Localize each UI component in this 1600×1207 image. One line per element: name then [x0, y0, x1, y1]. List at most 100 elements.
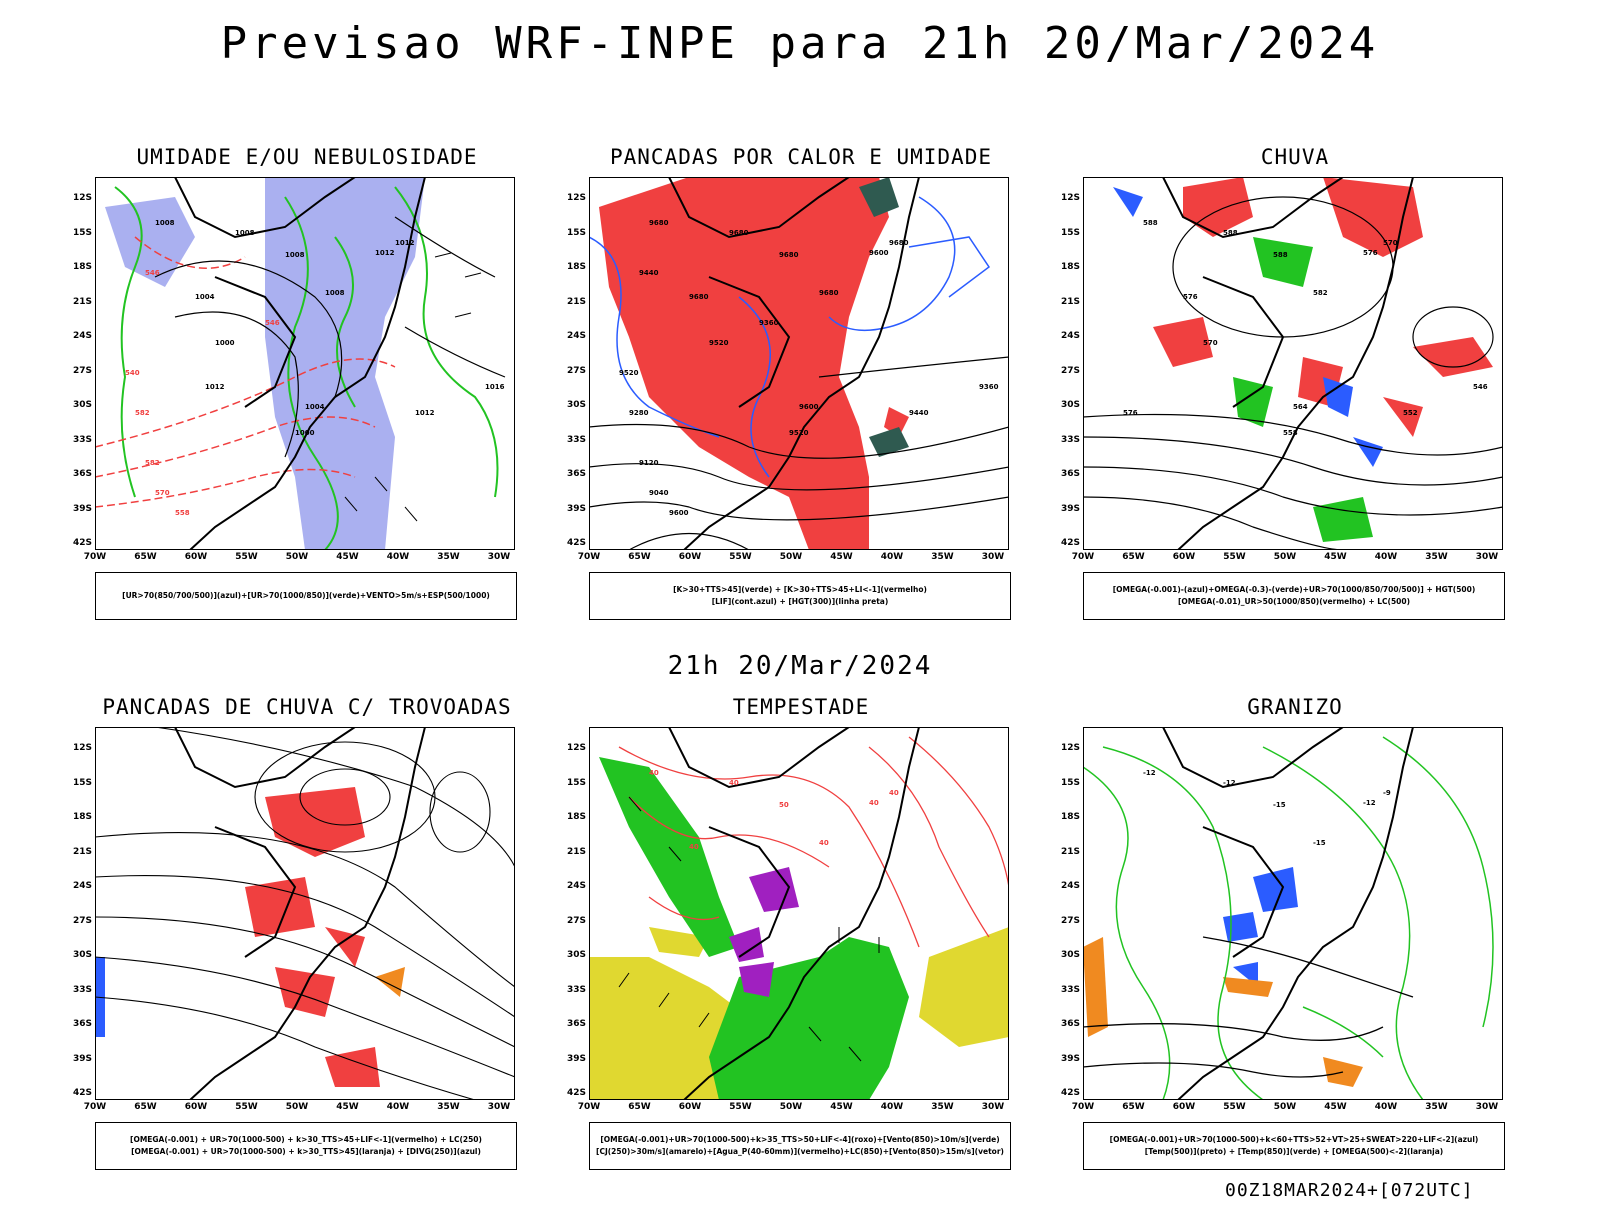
contour-label: 9680 [689, 293, 709, 301]
shade-lavender-b [105, 197, 195, 287]
lon-tick-label: 50W [779, 552, 803, 562]
wind-arrow [628, 796, 642, 812]
coastline-borders [174, 177, 426, 550]
shade-lavender-a [265, 177, 425, 550]
lon-tick-label: 65W [628, 552, 651, 562]
shade-darkgreen-a [869, 427, 909, 457]
lat-tick-label: 30S [566, 400, 586, 410]
lon-tick-label: 60W [1172, 552, 1196, 562]
panel-granizo: GRANIZO -12 -12 -15 -1 [1060, 695, 1530, 1207]
lon-tick-label: 45W [336, 552, 359, 562]
lon-tick-label: 45W [1324, 552, 1347, 562]
panel-umidade: UMIDADE E/OU NEBULOSIDADE [72, 145, 542, 657]
blue-contour-4 [908, 236, 991, 298]
contour-label: 1000 [215, 339, 235, 347]
pw-contour-4 [908, 736, 1009, 888]
anticyclone [254, 741, 436, 853]
contour-label: -15 [1313, 839, 1326, 847]
wind-arrow [618, 972, 630, 988]
lon-tick-label: 35W [437, 552, 460, 562]
legend-line: [OMEGA(-0.001)+UR>70(1000-500)+k<60+TTS>… [1109, 1135, 1479, 1144]
contour-label: 9440 [639, 269, 659, 277]
lon-tick-label: 50W [1273, 1102, 1297, 1112]
contour-labels: 588 588 588 582 576 570 576 570 564 558 552 546 576 [1123, 219, 1488, 437]
lat-tick-label: 12S [72, 193, 92, 203]
lon-tick-label: 35W [931, 552, 954, 562]
lat-tick-label: 33S [1060, 434, 1080, 445]
lat-tick-label: 36S [1060, 1019, 1080, 1029]
map-tempestade: 40 40 50 40 40 40 40 [589, 727, 1009, 1100]
lon-tick-label: 30W [1475, 1102, 1499, 1112]
contour-label: 570 [1203, 339, 1218, 347]
panel-title: CHUVA [1260, 145, 1330, 169]
contour-label: 582 [145, 459, 160, 467]
lon-tick-label: 45W [830, 552, 853, 562]
panel-title: GRANIZO [1247, 695, 1343, 719]
lat-tick-label: 27S [566, 365, 586, 376]
rain-blue-3 [1353, 437, 1383, 467]
lat-tick-label: 36S [72, 1019, 92, 1029]
shade-red-b [884, 407, 909, 437]
jet-yellow-east [919, 927, 1009, 1047]
contour-label: 540 [125, 369, 140, 377]
lon-tick-label: 40W [386, 552, 410, 562]
lon-tick-label: 60W [1172, 1102, 1196, 1112]
hgt-5 [818, 356, 1009, 378]
contour-labels: -12 -12 -15 -15 -12 -9 [1143, 769, 1391, 847]
contour-label: 570 [1383, 239, 1398, 247]
wind-arrow [668, 846, 682, 862]
rain-green-3 [1313, 497, 1373, 542]
lat-tick-label: 18S [566, 812, 586, 822]
lat-tick-label: 24S [1060, 881, 1080, 891]
hgt-2 [589, 463, 1009, 491]
coastline [683, 727, 920, 1100]
red-contour-2 [95, 416, 376, 478]
contour-label: 1008 [155, 219, 175, 227]
pw-contour-1 [618, 746, 920, 948]
legend-granizo: [OMEGA(-0.001)+UR>70(1000-500)+k<60+TTS>… [1083, 1122, 1505, 1170]
valid-time-title: 21h 20/Mar/2024 [667, 651, 933, 681]
blue-contour-2 [828, 196, 956, 332]
lat-tick-label: 18S [566, 262, 586, 272]
lat-tick-label: 30S [72, 400, 92, 410]
border-2 [1202, 826, 1285, 958]
border-2 [214, 826, 297, 958]
isobar-1 [154, 260, 343, 398]
contour-label: 9680 [649, 219, 669, 227]
wind-arrow [454, 312, 472, 318]
lat-tick-label: 39S [72, 503, 92, 514]
contour-label: 546 [145, 269, 160, 277]
lat-tick-label: 42S [1060, 1088, 1080, 1098]
lon-tick-label: 70W [1071, 552, 1095, 562]
lat-tick-label: 36S [566, 469, 586, 479]
map-umidade: 1008100810081008101210121004100010041000… [95, 177, 515, 550]
contour-label: 40 [689, 843, 699, 851]
lat-tick-label: 39S [72, 1053, 92, 1064]
wind-arrow [698, 1012, 710, 1028]
legend-line: [CJ(250)>30m/s](amarelo)+[Agua_P(40-60mm… [596, 1147, 1004, 1156]
lat-tick-label: 21S [566, 846, 586, 857]
legend-line: [Temp(500)](preto) + [Temp(850)](verde) … [1144, 1147, 1444, 1156]
lon-tick-label: 50W [1273, 552, 1297, 562]
contour-label: 9040 [649, 489, 669, 497]
lon-tick-label: 55W [729, 552, 752, 562]
contour-label: 40 [869, 799, 879, 807]
lat-tick-label: 24S [566, 331, 586, 341]
lat-tick-label: 33S [1060, 984, 1080, 995]
hail-blue-2 [1223, 912, 1258, 942]
coastline [1177, 727, 1414, 1100]
lat-tick-label: 33S [566, 984, 586, 995]
lat-tick-label: 33S [72, 984, 92, 995]
temp500-black-contours [1083, 936, 1414, 1078]
t850-4 [1382, 736, 1494, 1028]
lat-tick-label: 27S [1060, 915, 1080, 926]
lon-tick-label: 60W [184, 552, 208, 562]
contour-label: -15 [1273, 801, 1286, 809]
lat-tick-label: 33S [566, 434, 586, 445]
contour-labels: 1008100810081008101210121004100010041000… [125, 219, 505, 517]
streamline-5 [95, 996, 476, 1100]
contour-label: 9360 [979, 383, 999, 391]
border-1 [668, 727, 850, 789]
lat-tick-label: 15S [72, 227, 92, 238]
lat-tick-label: 24S [566, 881, 586, 891]
